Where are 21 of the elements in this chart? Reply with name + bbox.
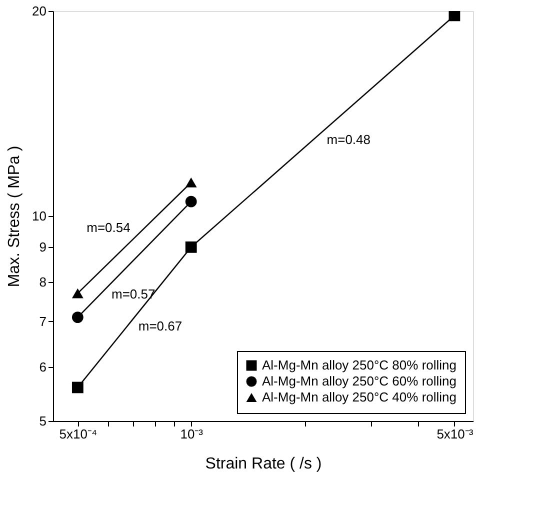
legend-label: Al-Mg-Mn alloy 250°C 80% rolling xyxy=(262,358,456,372)
point xyxy=(72,312,84,323)
legend-label: Al-Mg-Mn alloy 250°C 40% rolling xyxy=(262,390,456,404)
y-axis-title: Max. Stress ( MPa ) xyxy=(6,146,24,288)
x-tick-label: 10⁻³ xyxy=(180,426,204,442)
annotation: m=0.54 xyxy=(86,220,130,235)
y-tick-label: 5 xyxy=(39,414,46,428)
y-tick-label: 6 xyxy=(39,360,46,375)
y-tick-label: 20 xyxy=(32,4,46,18)
y-tick-label: 8 xyxy=(39,274,46,290)
point xyxy=(185,196,197,208)
annotation: m=0.48 xyxy=(326,132,371,148)
annotation: m=0.67 xyxy=(138,318,182,334)
x-tick-label: 5x10⁻³ xyxy=(436,426,474,442)
y-tick-label: 7 xyxy=(39,314,46,329)
y-tick-label: 9 xyxy=(39,240,46,255)
x-tick-label: 5x10⁻⁴ xyxy=(59,426,98,442)
point xyxy=(72,382,84,394)
x-axis-title: Strain Rate ( /s ) xyxy=(205,456,322,472)
legend-label: Al-Mg-Mn alloy 250°C 60% rolling xyxy=(262,374,456,388)
y-tick-label: 10 xyxy=(32,208,46,224)
